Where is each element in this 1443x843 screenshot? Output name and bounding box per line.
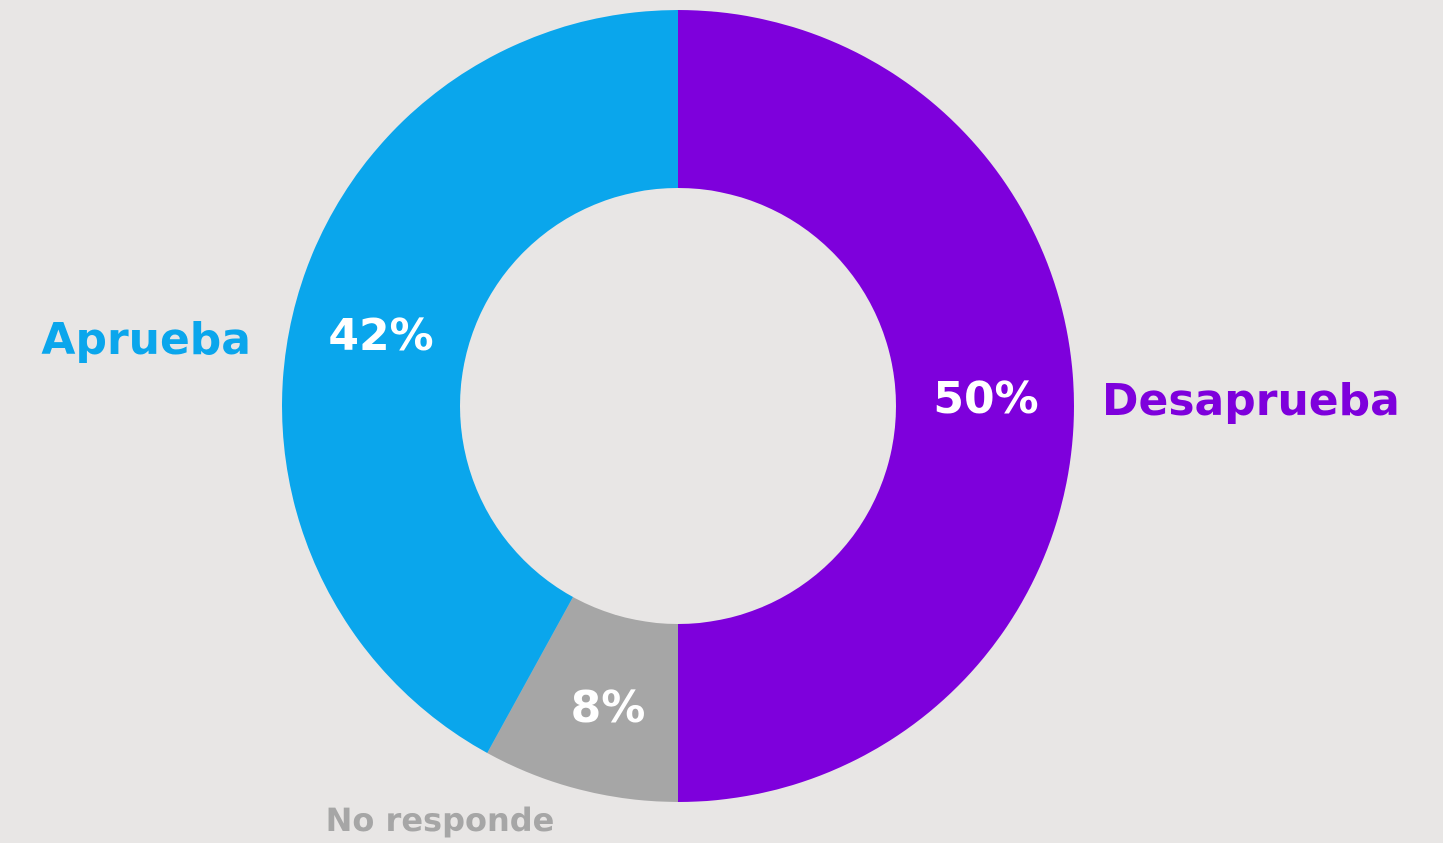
value-label-desaprueba: 50% bbox=[933, 373, 1038, 424]
category-label-desaprueba: Desaprueba bbox=[1102, 375, 1400, 426]
donut-labels: 50% Desaprueba 8% No responde 42% Aprueba bbox=[41, 310, 1399, 839]
value-label-no-responde: 8% bbox=[571, 682, 646, 733]
category-label-no-responde: No responde bbox=[326, 801, 555, 839]
category-label-aprueba: Aprueba bbox=[41, 314, 251, 365]
value-label-aprueba: 42% bbox=[328, 310, 433, 361]
donut-hole bbox=[460, 188, 896, 624]
